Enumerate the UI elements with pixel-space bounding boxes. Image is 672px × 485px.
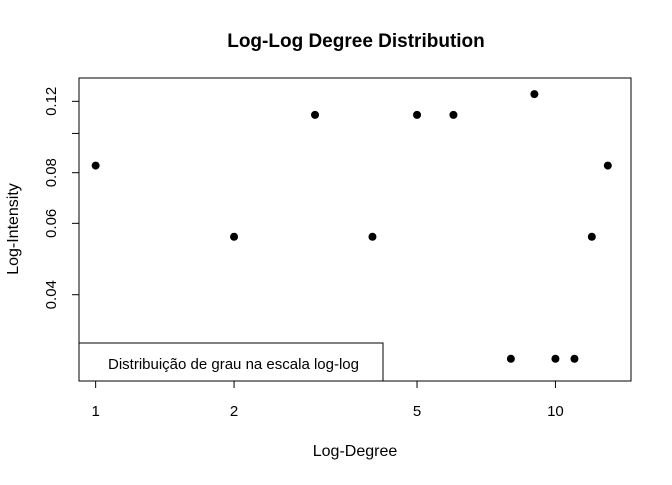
data-points (91, 90, 612, 363)
x-tick-label: 5 (413, 403, 421, 420)
data-point (530, 90, 539, 99)
data-point (506, 354, 515, 363)
data-point (368, 232, 377, 241)
data-point (551, 354, 560, 363)
data-point (413, 110, 422, 119)
data-point (603, 161, 612, 170)
y-tick-label: 0.08 (43, 158, 60, 187)
data-point (311, 110, 320, 119)
y-tick-label: 0.12 (43, 87, 60, 116)
data-point (230, 232, 239, 241)
x-axis-label: Log-Degree (313, 443, 398, 460)
data-point (570, 354, 579, 363)
legend: Distribuição de grau na escala log-log (78, 342, 384, 382)
y-axis: 0.04 0.06 0.08 0.12 (43, 87, 79, 309)
x-tick-label: 2 (230, 403, 238, 420)
data-point (449, 110, 458, 119)
legend-text: Distribuição de grau na escala log-log (108, 356, 359, 373)
plot-frame (78, 77, 632, 382)
y-axis-label: Log-Intensity (5, 183, 22, 275)
legend-box (78, 342, 384, 382)
data-point (91, 161, 100, 170)
x-tick-label: 10 (547, 403, 564, 420)
chart-title: Log-Log Degree Distribution (227, 31, 485, 52)
y-tick-label: 0.06 (43, 209, 60, 238)
x-tick-label: 1 (91, 403, 99, 420)
x-axis: 1 2 5 10 (91, 381, 564, 420)
data-point (587, 232, 596, 241)
y-tick-label: 0.04 (43, 280, 60, 309)
